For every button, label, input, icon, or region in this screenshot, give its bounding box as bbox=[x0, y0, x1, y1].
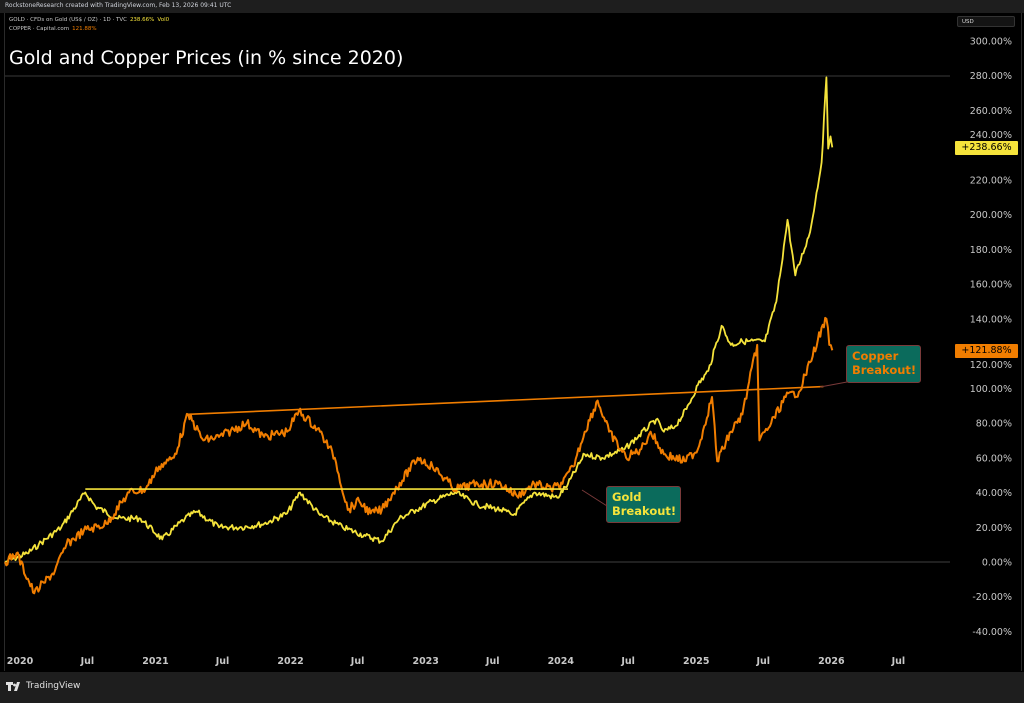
y-tick-label: 200.00% bbox=[970, 210, 1012, 221]
x-tick-label: 2023 bbox=[412, 656, 438, 667]
y-tick-label: 280.00% bbox=[970, 71, 1012, 82]
legend-copper[interactable]: COPPER · Capital.com 121.88% bbox=[9, 26, 97, 32]
y-tick-label: -40.00% bbox=[972, 627, 1012, 638]
x-tick-label: 2026 bbox=[818, 656, 845, 667]
gold-callout-pointer bbox=[581, 489, 608, 507]
y-tick-label: 240.00% bbox=[970, 130, 1012, 141]
credit-text: RockstoneResearch created with TradingVi… bbox=[5, 2, 232, 9]
y-tick-label: 220.00% bbox=[970, 175, 1012, 186]
copper-series-line[interactable] bbox=[4, 316, 834, 595]
copper-resistance-line[interactable] bbox=[188, 385, 824, 416]
legend-copper-name: COPPER · Capital.com bbox=[9, 26, 70, 32]
x-tick-label: Jul bbox=[620, 656, 635, 667]
x-tick-label: 2020 bbox=[7, 656, 34, 667]
x-tick-label: 2025 bbox=[683, 656, 709, 667]
y-tick-label: 180.00% bbox=[970, 245, 1012, 256]
gold-price-label: +238.66% bbox=[955, 141, 1018, 155]
y-tick-label: 160.00% bbox=[970, 280, 1012, 291]
copper-annotation-line1: Copper bbox=[852, 349, 899, 363]
y-axis[interactable]: 300.00% 280.00% 260.00% 240.00% 220.00% 200.0… bbox=[970, 36, 1012, 638]
top-bar: RockstoneResearch created with TradingVi… bbox=[0, 0, 1024, 13]
gold-annotation-line1: Gold bbox=[612, 490, 642, 504]
chart-pane[interactable] bbox=[4, 13, 1022, 671]
series-layer bbox=[4, 76, 834, 595]
y-tick-label: 0.00% bbox=[982, 558, 1012, 569]
chart-title: Gold and Copper Prices (in % since 2020) bbox=[9, 47, 404, 69]
x-tick-label: Jul bbox=[215, 656, 230, 667]
x-tick-label: 2021 bbox=[142, 656, 168, 667]
copper-callout-pointer bbox=[819, 381, 848, 388]
y-tick-label: 20.00% bbox=[976, 523, 1012, 534]
x-tick-label: Jul bbox=[891, 656, 906, 667]
y-tick-label: 300.00% bbox=[970, 36, 1012, 47]
legend-gold[interactable]: GOLD · CFDs on Gold (US$ / OZ) · 1D · TV… bbox=[9, 17, 169, 23]
x-tick-label: Jul bbox=[350, 656, 365, 667]
trend-lines[interactable] bbox=[85, 385, 824, 490]
footer bbox=[0, 672, 1024, 703]
copper-price-label: +121.88% bbox=[955, 344, 1018, 358]
legend-gold-value: 238.66% bbox=[129, 17, 155, 23]
y-tick-label: 40.00% bbox=[976, 488, 1012, 499]
gold-series-line[interactable] bbox=[4, 76, 834, 563]
y-tick-label: 60.00% bbox=[976, 453, 1012, 464]
x-tick-label: Jul bbox=[80, 656, 95, 667]
y-tick-label: 120.00% bbox=[970, 360, 1012, 371]
tradingview-brand: TradingView bbox=[26, 681, 81, 691]
gold-breakout-annotation[interactable]: Gold Breakout! bbox=[606, 486, 681, 523]
copper-annotation-line2: Breakout! bbox=[852, 363, 917, 377]
legend-copper-value: 121.88% bbox=[72, 26, 97, 32]
legend-gold-volume: Vol0 bbox=[157, 17, 170, 23]
x-tick-label: 2022 bbox=[277, 656, 303, 667]
y-tick-label: 140.00% bbox=[970, 314, 1012, 325]
currency-button[interactable]: USD bbox=[957, 16, 1015, 27]
copper-breakout-annotation[interactable]: Copper Breakout! bbox=[846, 345, 921, 383]
legend-gold-name: GOLD · CFDs on Gold (US$ / OZ) · 1D · TV… bbox=[9, 17, 127, 23]
y-tick-label: 260.00% bbox=[970, 106, 1012, 117]
tradingview-logo-icon bbox=[6, 681, 20, 691]
gold-annotation-line2: Breakout! bbox=[612, 504, 677, 518]
y-tick-label: -20.00% bbox=[972, 592, 1012, 603]
x-tick-label: Jul bbox=[755, 656, 770, 667]
y-tick-label: 80.00% bbox=[976, 419, 1012, 430]
tradingview-logo[interactable]: TradingView bbox=[6, 681, 80, 691]
x-tick-label: Jul bbox=[485, 656, 500, 667]
x-tick-label: 2024 bbox=[548, 656, 575, 667]
x-axis[interactable]: 2020 Jul 2021 Jul 2022 Jul 2023 Jul 2024 Jul 2025 J… bbox=[7, 656, 905, 667]
y-tick-label: 100.00% bbox=[970, 384, 1012, 395]
